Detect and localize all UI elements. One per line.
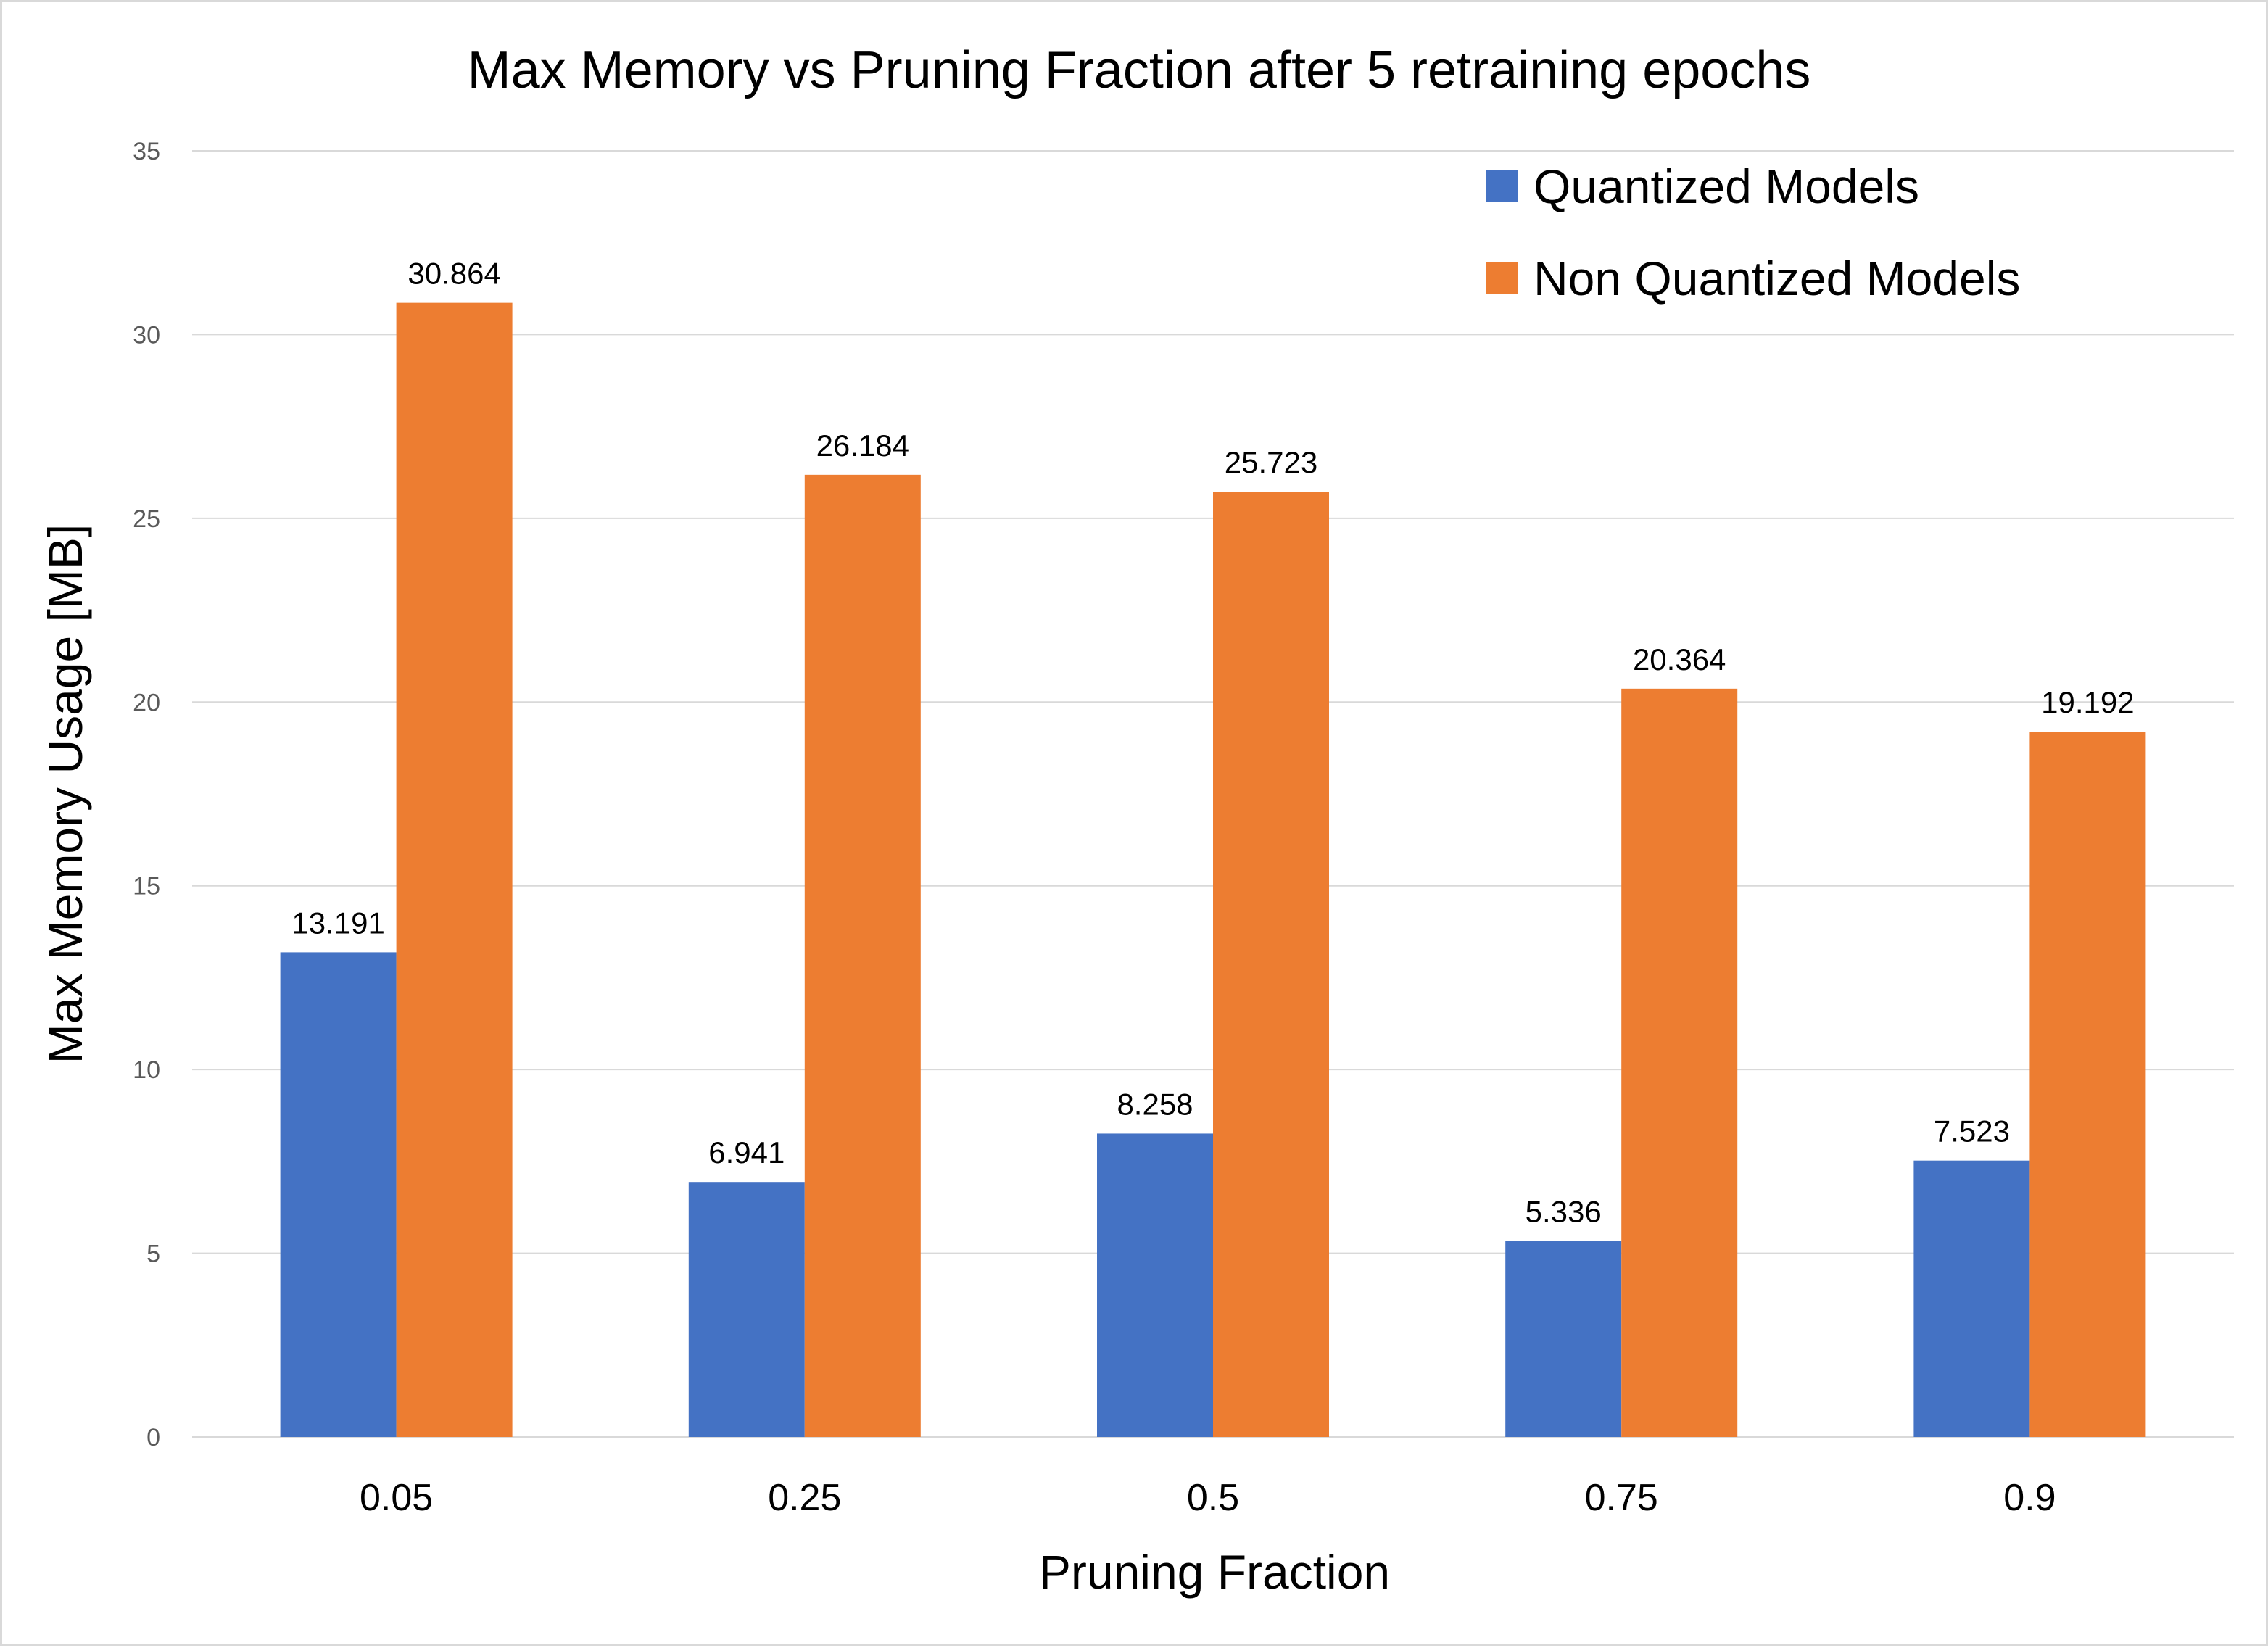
x-tick-label: 0.5 <box>1187 1477 1239 1519</box>
bar <box>804 474 921 1438</box>
legend-swatch <box>1486 262 1518 294</box>
data-label: 25.723 <box>1225 445 1317 479</box>
x-axis-ticks: 0.05 0.25 0.5 0.75 0.9 <box>360 1477 2056 1519</box>
legend: Quantized Models Non Quantized Models <box>1486 160 2020 305</box>
legend-swatch <box>1486 170 1518 202</box>
y-tick-label: 20 <box>133 689 160 716</box>
data-label: 19.192 <box>2041 685 2134 719</box>
bars <box>280 302 2146 1438</box>
y-axis-title: Max Memory Usage [MB] <box>38 524 92 1064</box>
legend-label: Non Quantized Models <box>1534 252 2020 305</box>
bar <box>1097 1133 1213 1437</box>
y-tick-label: 30 <box>133 321 160 349</box>
x-axis-title: Pruning Fraction <box>1039 1545 1390 1599</box>
data-label: 20.364 <box>1633 642 1726 676</box>
y-tick-label: 35 <box>133 138 160 165</box>
x-tick-label: 0.05 <box>360 1477 433 1519</box>
data-label: 30.864 <box>407 257 500 291</box>
y-tick-label: 10 <box>133 1056 160 1084</box>
data-label: 5.336 <box>1526 1195 1602 1229</box>
bar <box>1621 688 1738 1437</box>
data-label: 8.258 <box>1117 1087 1193 1121</box>
x-tick-label: 0.9 <box>2003 1477 2056 1519</box>
chart-title: Max Memory vs Pruning Fraction after 5 r… <box>468 41 1811 99</box>
bar <box>1505 1241 1622 1437</box>
legend-label: Quantized Models <box>1534 160 1919 213</box>
data-label: 13.191 <box>291 906 384 940</box>
y-tick-label: 5 <box>146 1241 160 1268</box>
bar <box>1913 1160 2030 1437</box>
y-axis-ticks: 0 5 10 15 20 25 30 35 <box>133 138 160 1452</box>
bar <box>1213 492 1329 1437</box>
bar <box>396 302 513 1437</box>
y-tick-label: 15 <box>133 873 160 900</box>
data-label: 26.184 <box>816 428 909 463</box>
y-tick-label: 25 <box>133 505 160 533</box>
x-tick-label: 0.25 <box>768 1477 841 1519</box>
data-label: 7.523 <box>1934 1114 2010 1148</box>
y-tick-label: 0 <box>146 1424 160 1452</box>
data-label: 6.941 <box>708 1135 785 1169</box>
bar <box>688 1182 805 1437</box>
x-tick-label: 0.75 <box>1585 1477 1658 1519</box>
bar <box>280 952 397 1437</box>
bar <box>2029 732 2146 1437</box>
data-labels: 13.191 30.864 6.941 26.184 8.258 25.723 5.336 2… <box>291 257 2134 1229</box>
